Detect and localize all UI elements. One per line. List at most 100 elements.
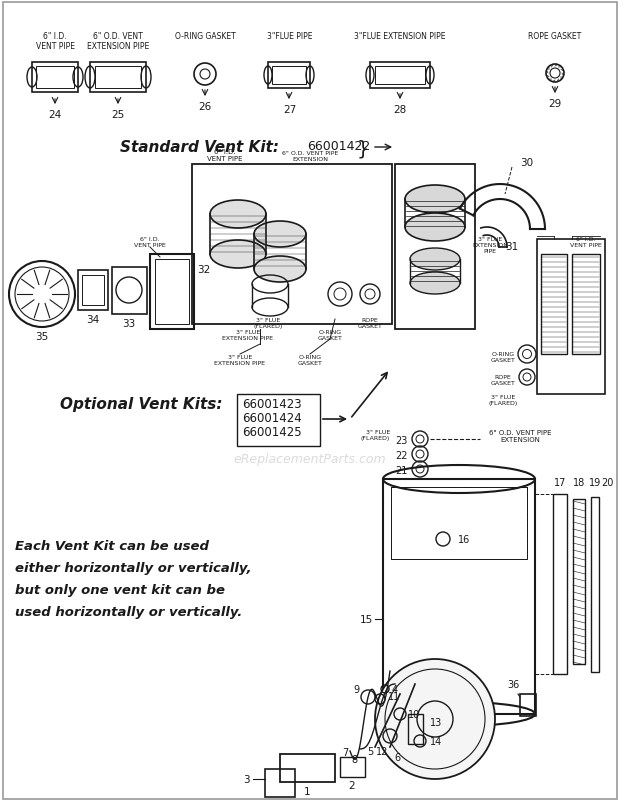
Bar [155, 260, 189, 325]
Bar [268, 63, 310, 89]
Text: 6" I.D.
VENT PIPE: 6" I.D. VENT PIPE [134, 237, 166, 248]
Ellipse shape [405, 214, 465, 241]
Text: 66001424: 66001424 [242, 411, 302, 424]
Text: 35: 35 [35, 331, 48, 342]
Text: 23: 23 [396, 435, 408, 445]
Text: 21: 21 [396, 465, 408, 476]
Text: Each Vent Kit can be used: Each Vent Kit can be used [15, 539, 209, 553]
Ellipse shape [210, 200, 266, 229]
Text: 2: 2 [348, 780, 355, 790]
Text: 34: 34 [86, 314, 100, 325]
Text: 30: 30 [520, 158, 533, 168]
Text: 13: 13 [430, 717, 442, 727]
Text: Optional Vent Kits:: Optional Vent Kits: [60, 396, 223, 411]
Bar [573, 500, 585, 664]
Text: 14: 14 [430, 736, 442, 746]
Bar [265, 769, 295, 797]
Bar [591, 497, 599, 672]
Text: O-RING GASKET: O-RING GASKET [175, 32, 236, 41]
Text: 27: 27 [283, 105, 296, 115]
Bar [572, 255, 600, 354]
Text: 32: 32 [197, 265, 210, 274]
Ellipse shape [254, 257, 306, 282]
Bar [340, 757, 365, 777]
Text: either horizontally or vertically,: either horizontally or vertically, [15, 561, 252, 574]
Bar [537, 240, 605, 395]
Bar [391, 488, 527, 559]
Text: used horizontally or vertically.: used horizontally or vertically. [15, 606, 242, 618]
Text: 3"FLUE PIPE: 3"FLUE PIPE [267, 32, 312, 41]
Text: 3" FLUE
(FLARED): 3" FLUE (FLARED) [361, 429, 390, 440]
Text: O-RING
GASKET: O-RING GASKET [298, 354, 322, 366]
Text: 31: 31 [505, 241, 518, 252]
Text: 22: 22 [396, 451, 408, 460]
Text: ROPE
GASKET: ROPE GASKET [358, 318, 383, 328]
Text: Standard Vent Kit:: Standard Vent Kit: [120, 140, 284, 155]
Circle shape [375, 659, 495, 779]
Text: 1: 1 [304, 786, 311, 796]
Bar [78, 270, 108, 310]
Text: 29: 29 [548, 99, 562, 109]
Text: 8: 8 [352, 754, 358, 764]
Text: 20: 20 [601, 477, 613, 488]
Bar [553, 494, 567, 674]
Bar [370, 63, 430, 89]
Ellipse shape [254, 221, 306, 248]
Text: O-RING
GASKET: O-RING GASKET [490, 351, 515, 363]
Text: but only one vent kit can be: but only one vent kit can be [15, 583, 225, 596]
Text: 19: 19 [589, 477, 601, 488]
Text: 6: 6 [394, 752, 400, 762]
Text: ROPE GASKET: ROPE GASKET [528, 32, 582, 41]
Ellipse shape [410, 273, 460, 294]
Bar [237, 395, 320, 447]
Text: 3" FLUE
EXTENSION PIPE: 3" FLUE EXTENSION PIPE [215, 354, 265, 366]
Text: 9: 9 [354, 684, 360, 695]
Text: 25: 25 [112, 110, 125, 119]
Bar [90, 63, 146, 93]
Bar [32, 63, 78, 93]
Bar [82, 276, 104, 306]
Text: 24: 24 [48, 110, 61, 119]
Bar [375, 67, 425, 85]
Text: 36: 36 [508, 679, 520, 689]
Bar [395, 164, 475, 330]
Text: 7: 7 [342, 747, 348, 757]
Text: 3" FLUE
EXTENSION PIPE: 3" FLUE EXTENSION PIPE [223, 330, 273, 340]
Text: 4: 4 [392, 684, 398, 695]
Bar [192, 164, 392, 325]
Text: 6" I.D.
VENT PIPE: 6" I.D. VENT PIPE [207, 149, 243, 162]
Text: eReplacementParts.com: eReplacementParts.com [234, 453, 386, 466]
Text: 26: 26 [198, 102, 211, 111]
Bar [541, 255, 567, 354]
Ellipse shape [210, 241, 266, 269]
Text: 17: 17 [554, 477, 566, 488]
Text: ROPE
GASKET: ROPE GASKET [490, 375, 515, 385]
Bar [280, 754, 335, 782]
Text: 5: 5 [367, 746, 373, 756]
Text: }: } [357, 140, 370, 159]
Text: 66001425: 66001425 [242, 426, 301, 439]
Bar [112, 268, 147, 314]
Text: 6" I.D.
VENT PIPE: 6" I.D. VENT PIPE [570, 237, 602, 248]
Text: 3"FLUE EXTENSION PIPE: 3"FLUE EXTENSION PIPE [354, 32, 446, 41]
Ellipse shape [405, 186, 465, 214]
Text: 66001422: 66001422 [307, 140, 370, 153]
Text: 15: 15 [360, 614, 373, 624]
Text: 16: 16 [458, 534, 470, 545]
Text: 3" FLUE
EXTENSION
PIPE: 3" FLUE EXTENSION PIPE [472, 237, 508, 253]
Text: 66001423: 66001423 [242, 398, 301, 411]
Text: 3" FLUE
(FLARED): 3" FLUE (FLARED) [254, 318, 283, 328]
Text: 10: 10 [408, 709, 420, 719]
Text: 12: 12 [376, 746, 388, 756]
Bar [95, 67, 141, 89]
Bar [272, 67, 306, 85]
Bar [520, 695, 536, 716]
Text: 3" FLUE
(FLARED): 3" FLUE (FLARED) [489, 395, 518, 405]
Bar [408, 714, 423, 744]
Text: 33: 33 [122, 318, 136, 329]
Text: 28: 28 [393, 105, 407, 115]
Bar [150, 255, 194, 330]
Bar [383, 480, 535, 714]
Text: 6" I.D.
VENT PIPE: 6" I.D. VENT PIPE [35, 32, 74, 51]
Text: O-RING
GASKET: O-RING GASKET [317, 330, 342, 340]
